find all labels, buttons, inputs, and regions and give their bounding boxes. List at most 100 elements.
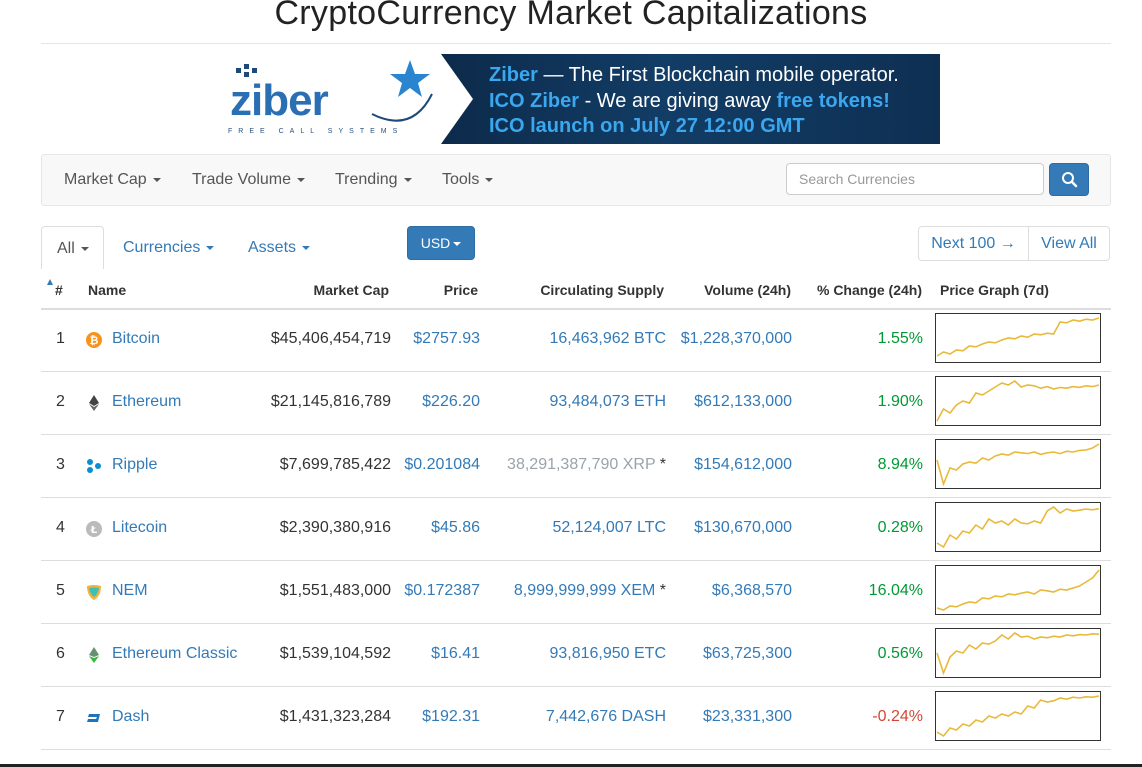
nav-trade-volume[interactable]: Trade Volume bbox=[192, 171, 306, 189]
circulating-supply-value: 8,999,999,999 XEM bbox=[513, 582, 656, 599]
price-link[interactable]: $226.20 bbox=[422, 393, 480, 410]
sparkline bbox=[936, 569, 1100, 611]
market-cap: $1,539,104,592 bbox=[279, 645, 391, 662]
nav-trending[interactable]: Trending bbox=[335, 171, 412, 189]
price-link[interactable]: $0.201084 bbox=[404, 456, 480, 473]
circulating-supply: 16,463,962 BTC bbox=[549, 330, 666, 348]
percent-change: 1.55% bbox=[877, 330, 923, 347]
title-divider bbox=[41, 43, 1111, 44]
percent-change: 8.94% bbox=[877, 456, 923, 473]
market-cap: $45,406,454,719 bbox=[270, 330, 391, 347]
sort-asc-icon[interactable] bbox=[47, 279, 53, 285]
chevron-down-icon bbox=[152, 177, 161, 182]
table-row[interactable]: 5 NEM $1,551,483,000 $0.172387 8,999,999,999… bbox=[41, 561, 1111, 624]
table-row[interactable]: 6 Ethereum Classic $1,539,104,592 $16.41 93,… bbox=[41, 624, 1111, 687]
next-100-button[interactable]: Next 100 → bbox=[918, 226, 1029, 261]
table-row[interactable]: 2 Ethereum $21,145,816,789 $226.20 93,484,07… bbox=[41, 372, 1111, 435]
chevron-down-icon bbox=[302, 245, 311, 250]
nav-trade-volume-label: Trade Volume bbox=[192, 171, 292, 188]
search-input[interactable] bbox=[786, 163, 1044, 195]
header-volume[interactable]: Volume (24h) bbox=[704, 282, 791, 298]
volume-link[interactable]: $1,228,370,000 bbox=[680, 330, 792, 347]
sparkline bbox=[936, 317, 1100, 357]
volume-link[interactable]: $154,612,000 bbox=[694, 456, 792, 473]
nav-market-cap[interactable]: Market Cap bbox=[64, 171, 161, 189]
volume-link[interactable]: $6,368,570 bbox=[711, 582, 792, 599]
nav-market-cap-label: Market Cap bbox=[64, 171, 147, 188]
volume-link[interactable]: $130,670,000 bbox=[694, 519, 792, 536]
tab-currencies-label: Currencies bbox=[123, 239, 201, 256]
header-circulating-supply[interactable]: Circulating Supply bbox=[540, 282, 664, 298]
search-button[interactable] bbox=[1049, 163, 1089, 196]
price-link[interactable]: $45.86 bbox=[431, 519, 480, 536]
circulating-supply: 52,124,007 LTC bbox=[552, 519, 666, 537]
tab-all[interactable]: All bbox=[41, 226, 104, 269]
price-graph-7d[interactable] bbox=[935, 439, 1101, 489]
logo-word: ziber bbox=[230, 76, 329, 125]
ethereum-icon bbox=[89, 395, 99, 411]
chevron-down-icon bbox=[485, 177, 494, 182]
table-row[interactable]: 3 Ripple $7,699,785,422 $0.201084 38,291,387… bbox=[41, 435, 1111, 498]
view-all-button[interactable]: View All bbox=[1028, 226, 1110, 261]
table-row[interactable]: 4 Ł Litecoin $2,390,380,916 $45.86 52,124,007… bbox=[41, 498, 1111, 561]
currency-name-link[interactable]: Litecoin bbox=[112, 519, 168, 536]
nav-tools-label: Tools bbox=[442, 171, 480, 188]
header-percent-change[interactable]: % Change (24h) bbox=[816, 282, 922, 298]
currency-name-link[interactable]: NEM bbox=[112, 582, 148, 599]
banner-line-2-highlight: ICO Ziber bbox=[489, 90, 580, 112]
search-icon bbox=[1062, 172, 1078, 188]
price-graph-7d[interactable] bbox=[935, 628, 1101, 678]
non-mineable-marker: * bbox=[655, 582, 666, 599]
volume-link[interactable]: $63,725,300 bbox=[703, 645, 792, 662]
currency-name-link[interactable]: Bitcoin bbox=[112, 330, 161, 347]
tab-assets-label: Assets bbox=[248, 239, 297, 256]
ziber-logo-mark-icon bbox=[236, 60, 433, 122]
rank: 4 bbox=[56, 519, 65, 536]
currency-select-button[interactable]: USD bbox=[407, 226, 475, 260]
nav-tools[interactable]: Tools bbox=[442, 171, 494, 189]
price-graph-7d[interactable] bbox=[935, 691, 1101, 741]
volume-link[interactable]: $23,331,300 bbox=[703, 708, 792, 725]
price-graph-7d[interactable] bbox=[935, 376, 1101, 426]
percent-change: 16.04% bbox=[868, 582, 923, 599]
percent-change: 0.28% bbox=[877, 519, 923, 536]
sparkline-path bbox=[936, 631, 1100, 676]
circulating-supply-value: 16,463,962 BTC bbox=[549, 330, 666, 347]
sparkline bbox=[936, 631, 1100, 676]
header-rank[interactable]: # bbox=[55, 282, 63, 298]
banner-line-2-text: - We are giving away bbox=[579, 90, 777, 112]
currency-name-link[interactable]: Ethereum bbox=[112, 393, 182, 410]
currency-name-link[interactable]: Ripple bbox=[112, 456, 158, 473]
price-graph-7d[interactable] bbox=[935, 565, 1101, 615]
tab-assets[interactable]: Assets bbox=[248, 239, 311, 257]
header-price[interactable]: Price bbox=[443, 282, 478, 298]
circulating-supply: 93,484,073 ETH bbox=[549, 393, 666, 411]
banner-line-1-text: — The First Blockchain mobile operator. bbox=[537, 64, 899, 86]
tab-all-text: All bbox=[57, 240, 75, 257]
circulating-supply: 93,816,950 ETC bbox=[549, 645, 666, 663]
main-navbar: Market Cap Trade Volume Trending Tools bbox=[41, 154, 1111, 206]
price-link[interactable]: $0.172387 bbox=[404, 582, 480, 599]
price-link[interactable]: $192.31 bbox=[422, 708, 480, 725]
ad-banner-panel bbox=[441, 54, 940, 144]
circulating-supply: 8,999,999,999 XEM * bbox=[514, 582, 666, 600]
table-row[interactable]: 7 Dash $1,431,323,284 $192.31 7,442,676 DASH… bbox=[41, 687, 1111, 750]
rank: 3 bbox=[56, 456, 65, 473]
volume-link[interactable]: $612,133,000 bbox=[694, 393, 792, 410]
price-graph-7d[interactable] bbox=[935, 502, 1101, 552]
circulating-supply: 7,442,676 DASH bbox=[546, 708, 666, 726]
tab-currencies[interactable]: Currencies bbox=[123, 239, 215, 257]
market-cap: $21,145,816,789 bbox=[270, 393, 391, 410]
currency-name-link[interactable]: Dash bbox=[112, 708, 150, 725]
table-row[interactable]: 1 ₿ Bitcoin $45,406,454,719 $2757.93 16,463,9… bbox=[41, 309, 1111, 372]
price-graph-7d[interactable] bbox=[935, 313, 1101, 363]
header-name[interactable]: Name bbox=[88, 282, 127, 298]
price-link[interactable]: $16.41 bbox=[431, 645, 480, 662]
ad-banner[interactable]: ziber FREE CALL SYSTEMS Ziber — The Firs… bbox=[222, 54, 940, 144]
header-market-cap[interactable]: Market Cap bbox=[313, 282, 389, 298]
market-cap: $7,699,785,422 bbox=[279, 456, 391, 473]
currency-name-link[interactable]: Ethereum Classic bbox=[112, 645, 238, 662]
chevron-down-icon bbox=[403, 177, 412, 182]
price-link[interactable]: $2757.93 bbox=[413, 330, 480, 347]
litecoin-icon: Ł bbox=[86, 521, 102, 537]
